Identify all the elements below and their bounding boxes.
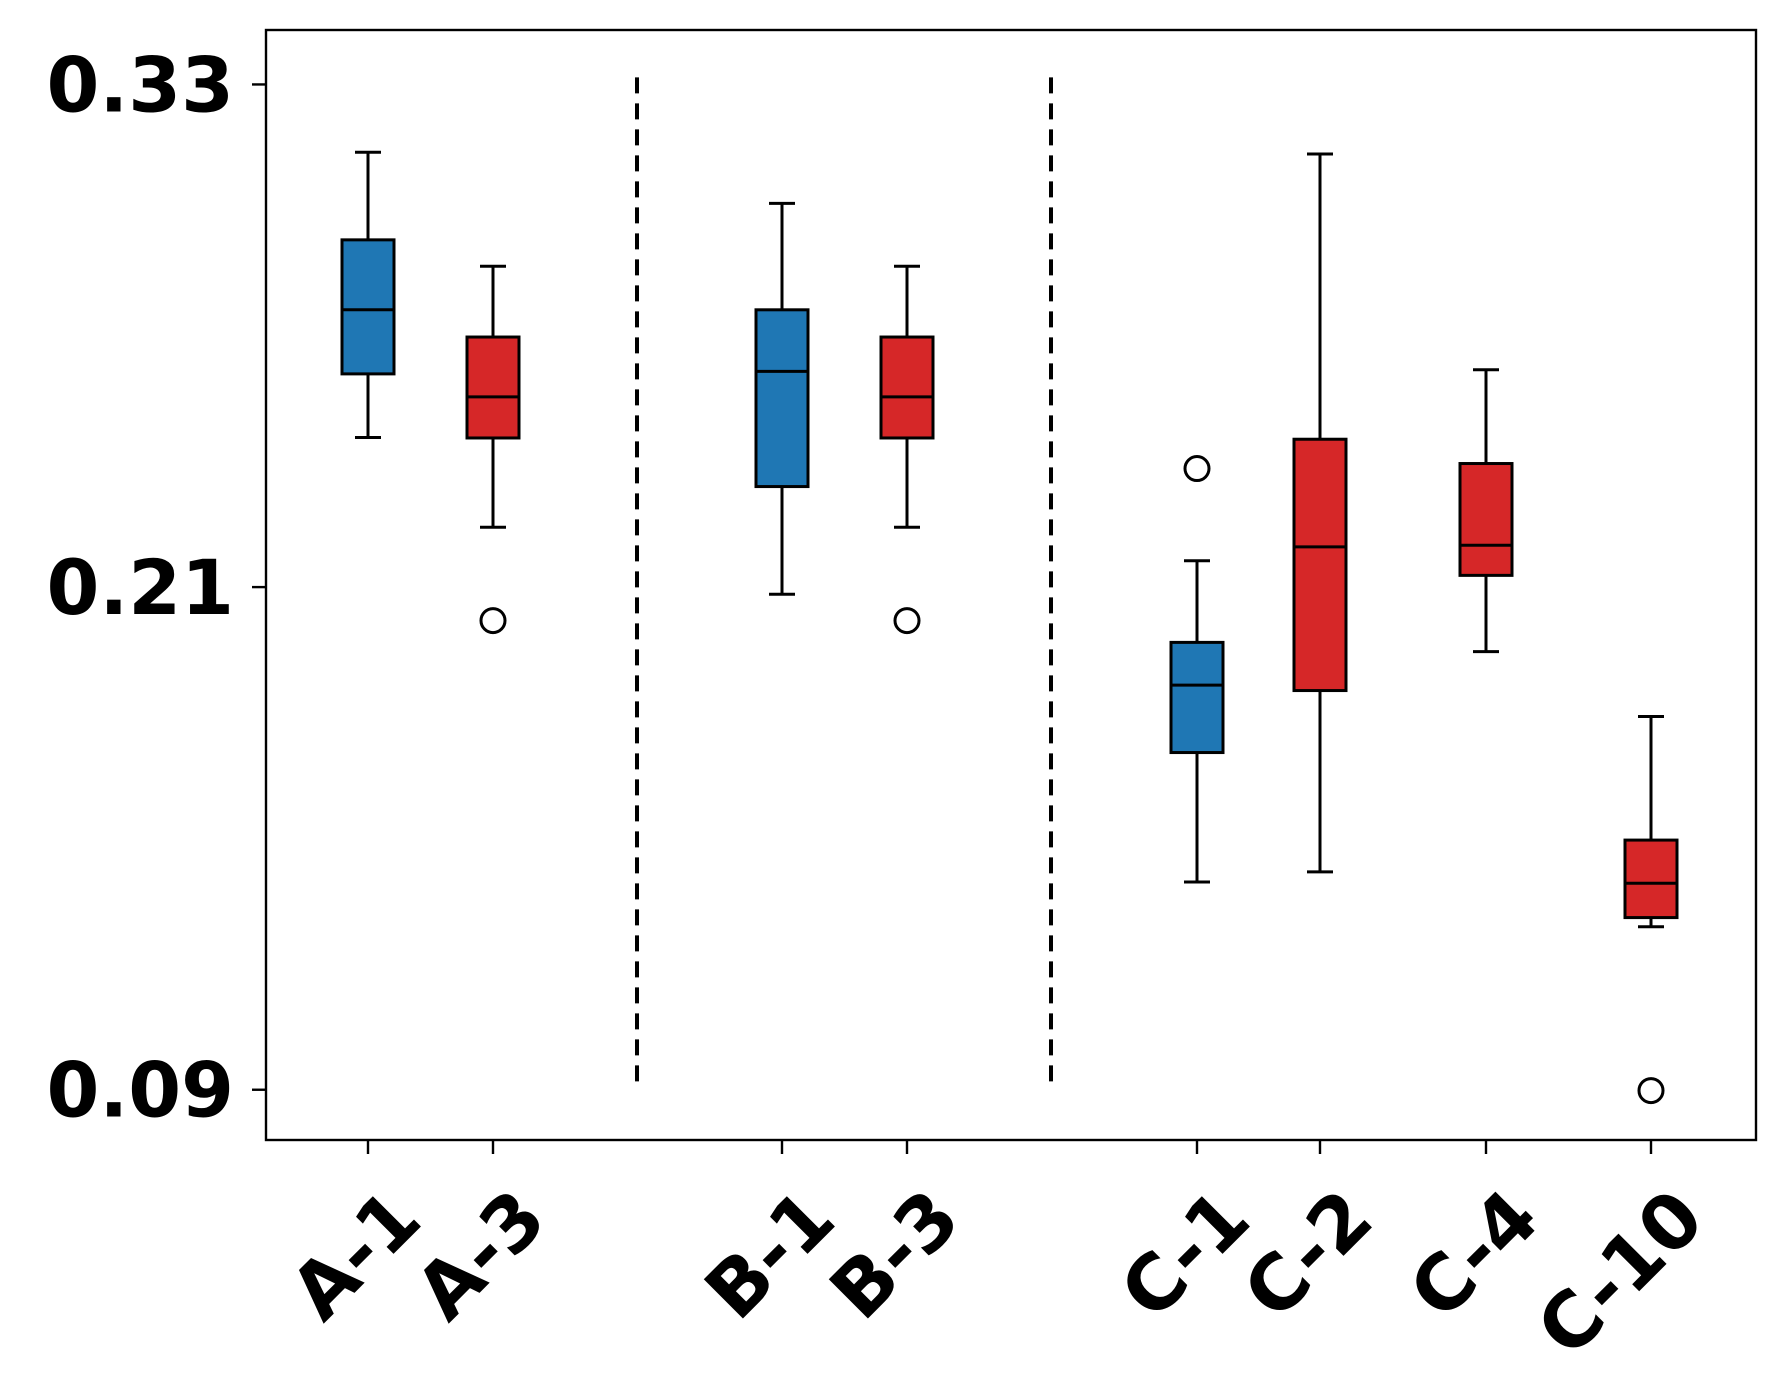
group-separators — [635, 77, 1053, 1084]
outlier-point — [479, 607, 507, 635]
box-C-10 — [1623, 715, 1679, 1105]
y-axis: 0.09 0.21 0.33 — [46, 40, 266, 1135]
box-B-3 — [879, 264, 935, 635]
box-series — [340, 150, 1679, 1105]
plot-frame — [264, 28, 1758, 1142]
box-C-1 — [1169, 455, 1225, 884]
outlier-point — [1183, 455, 1211, 483]
box-iqr — [754, 308, 810, 489]
box-iqr — [879, 335, 935, 440]
box-C-4 — [1458, 368, 1514, 654]
box-iqr — [340, 238, 396, 376]
box-iqr — [1292, 437, 1348, 693]
box-B-1 — [754, 201, 810, 596]
y-tick-label: 0.33 — [46, 40, 234, 129]
box-A-3 — [465, 264, 521, 635]
outlier-point — [1637, 1077, 1665, 1105]
y-tick-label: 0.21 — [46, 543, 234, 632]
box-iqr — [465, 335, 521, 440]
box-C-2 — [1292, 152, 1348, 874]
box-iqr — [1458, 462, 1514, 577]
box-iqr — [1623, 838, 1679, 920]
outlier-point — [893, 607, 921, 635]
box-iqr — [1169, 640, 1225, 755]
box-A-1 — [340, 150, 396, 440]
y-tick-label: 0.09 — [46, 1046, 234, 1135]
